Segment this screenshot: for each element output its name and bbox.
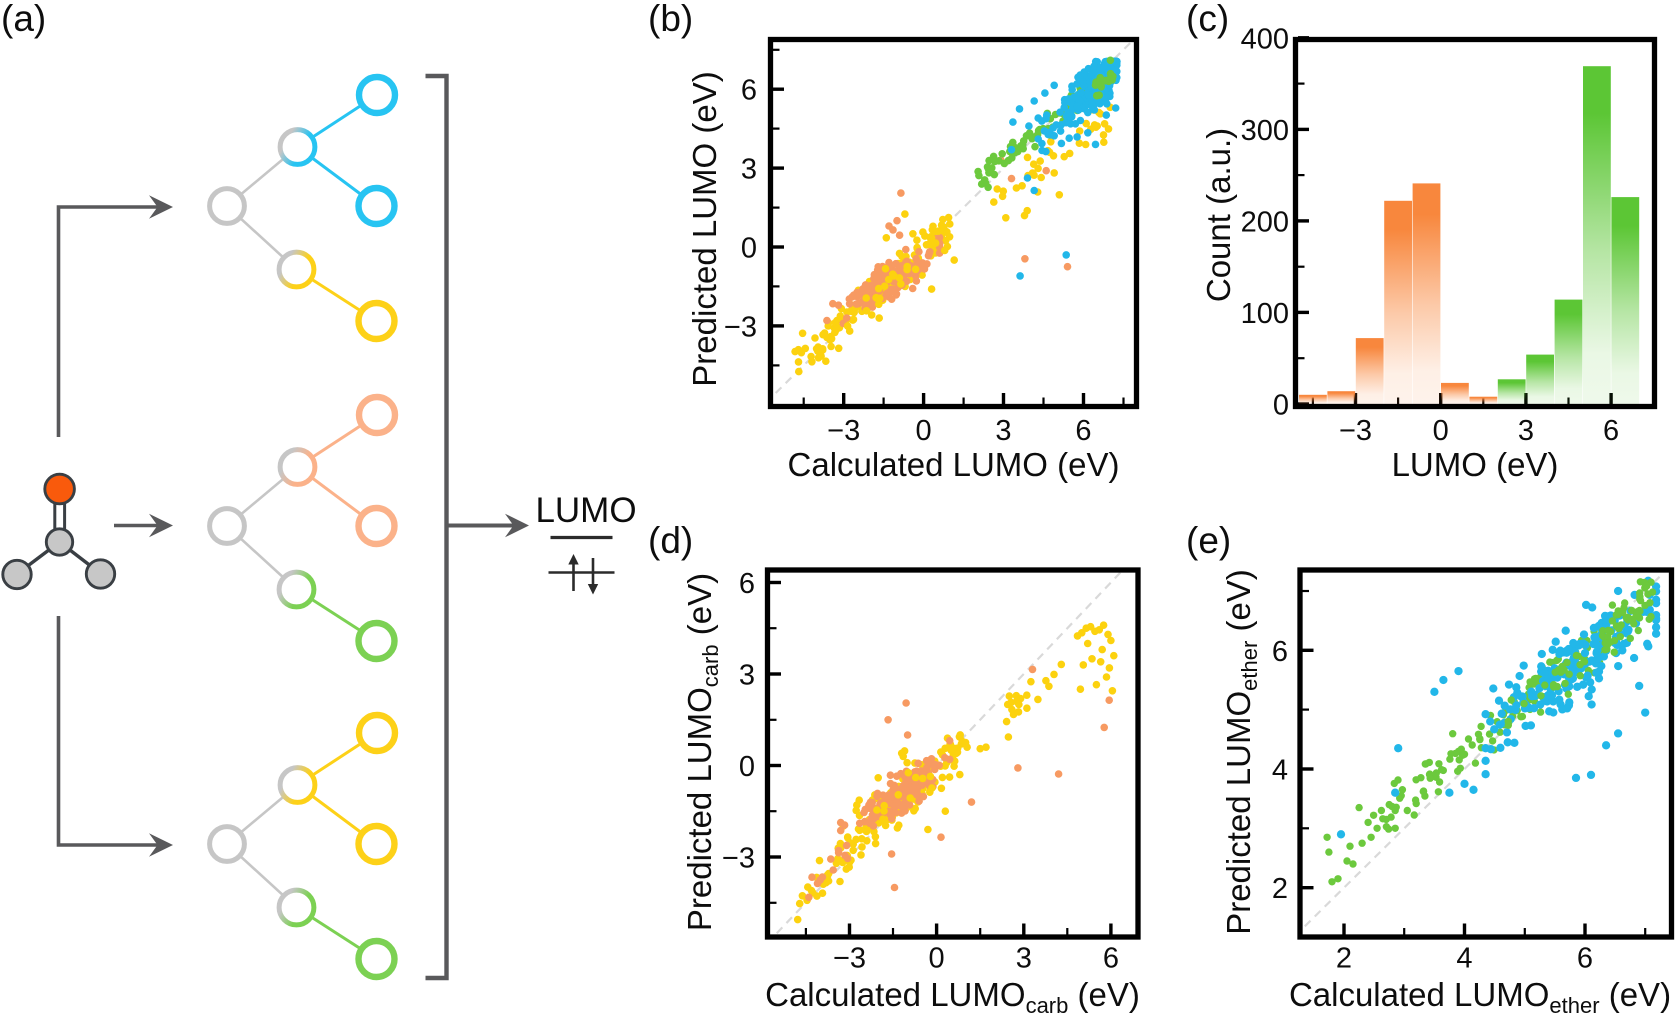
svg-text:−3: −3 <box>724 311 757 343</box>
svg-text:3: 3 <box>1518 415 1534 447</box>
svg-text:Predicted LUMO (eV): Predicted LUMO (eV) <box>686 71 723 386</box>
svg-text:Calculated LUMOcarb (eV): Calculated LUMOcarb (eV) <box>765 976 1140 1018</box>
svg-text:4: 4 <box>1272 755 1288 787</box>
svg-text:3: 3 <box>995 415 1011 447</box>
svg-text:(d): (d) <box>648 520 693 561</box>
svg-text:400: 400 <box>1241 23 1289 55</box>
svg-text:3: 3 <box>741 154 757 186</box>
svg-text:6: 6 <box>1577 943 1593 975</box>
svg-text:(c): (c) <box>1186 0 1229 39</box>
svg-text:0: 0 <box>1273 390 1289 422</box>
svg-text:Predicted LUMOether (eV): Predicted LUMOether (eV) <box>1220 569 1262 935</box>
svg-text:(b): (b) <box>648 0 693 39</box>
svg-text:Calculated LUMOether (eV): Calculated LUMOether (eV) <box>1289 976 1671 1018</box>
svg-text:−3: −3 <box>1339 415 1372 447</box>
svg-text:300: 300 <box>1241 115 1289 147</box>
svg-text:−3: −3 <box>833 943 866 975</box>
svg-text:6: 6 <box>1075 415 1091 447</box>
svg-text:100: 100 <box>1241 298 1289 330</box>
svg-text:LUMO (eV): LUMO (eV) <box>1392 446 1559 483</box>
svg-text:0: 0 <box>741 233 757 265</box>
svg-text:2: 2 <box>1272 873 1288 905</box>
svg-text:3: 3 <box>1016 943 1032 975</box>
svg-text:3: 3 <box>739 660 755 692</box>
svg-text:−3: −3 <box>722 843 755 875</box>
svg-text:LUMO: LUMO <box>535 491 636 530</box>
svg-text:Count (a.u.): Count (a.u.) <box>1200 128 1237 302</box>
svg-text:2: 2 <box>1336 943 1352 975</box>
svg-text:6: 6 <box>1272 636 1288 668</box>
svg-text:6: 6 <box>1103 943 1119 975</box>
svg-text:6: 6 <box>1603 415 1619 447</box>
svg-text:0: 0 <box>929 943 945 975</box>
svg-text:(a): (a) <box>1 0 46 39</box>
svg-text:(e): (e) <box>1186 520 1231 561</box>
svg-text:−3: −3 <box>827 415 860 447</box>
svg-text:200: 200 <box>1241 206 1289 238</box>
svg-text:Predicted LUMOcarb (eV): Predicted LUMOcarb (eV) <box>681 573 723 931</box>
svg-text:6: 6 <box>741 75 757 107</box>
svg-text:0: 0 <box>1433 415 1449 447</box>
svg-text:6: 6 <box>739 568 755 600</box>
svg-text:Calculated LUMO (eV): Calculated LUMO (eV) <box>788 446 1120 483</box>
svg-text:0: 0 <box>739 751 755 783</box>
svg-text:4: 4 <box>1456 943 1472 975</box>
svg-text:0: 0 <box>916 415 932 447</box>
